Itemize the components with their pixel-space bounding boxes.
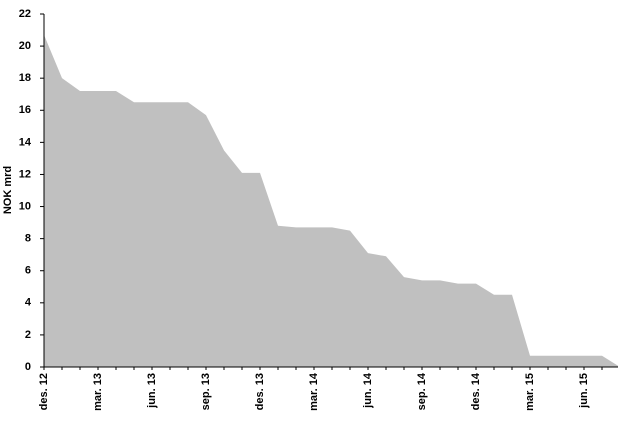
- x-tick-label: des. 13: [254, 373, 266, 410]
- x-tick-label: sep. 13: [200, 373, 212, 410]
- y-tick-label: 2: [25, 329, 31, 341]
- y-tick-label: 12: [19, 168, 31, 180]
- x-tick-label: mar. 15: [524, 373, 536, 411]
- x-tick-label: jun. 15: [578, 373, 590, 409]
- x-tick-label: mar. 13: [92, 373, 104, 411]
- y-axis-label: NOK mrd: [2, 166, 14, 214]
- y-tick-label: 10: [19, 200, 31, 212]
- x-tick-label: jun. 14: [362, 372, 374, 409]
- y-tick-label: 8: [25, 233, 31, 245]
- y-tick-label: 22: [19, 8, 31, 20]
- y-tick-label: 6: [25, 265, 31, 277]
- area: [44, 34, 618, 367]
- x-tick-label: des. 12: [38, 373, 50, 410]
- y-tick-label: 4: [25, 297, 32, 309]
- x-tick-label: jun. 13: [146, 373, 158, 409]
- y-tick-label: 0: [25, 361, 31, 373]
- x-tick-label: des. 14: [470, 372, 482, 410]
- y-tick-label: 18: [19, 72, 31, 84]
- y-tick-label: 16: [19, 104, 31, 116]
- y-tick-label: 14: [19, 136, 32, 148]
- y-tick-label: 20: [19, 40, 31, 52]
- x-tick-label: mar. 14: [308, 372, 320, 411]
- x-tick-label: sep. 14: [416, 372, 428, 410]
